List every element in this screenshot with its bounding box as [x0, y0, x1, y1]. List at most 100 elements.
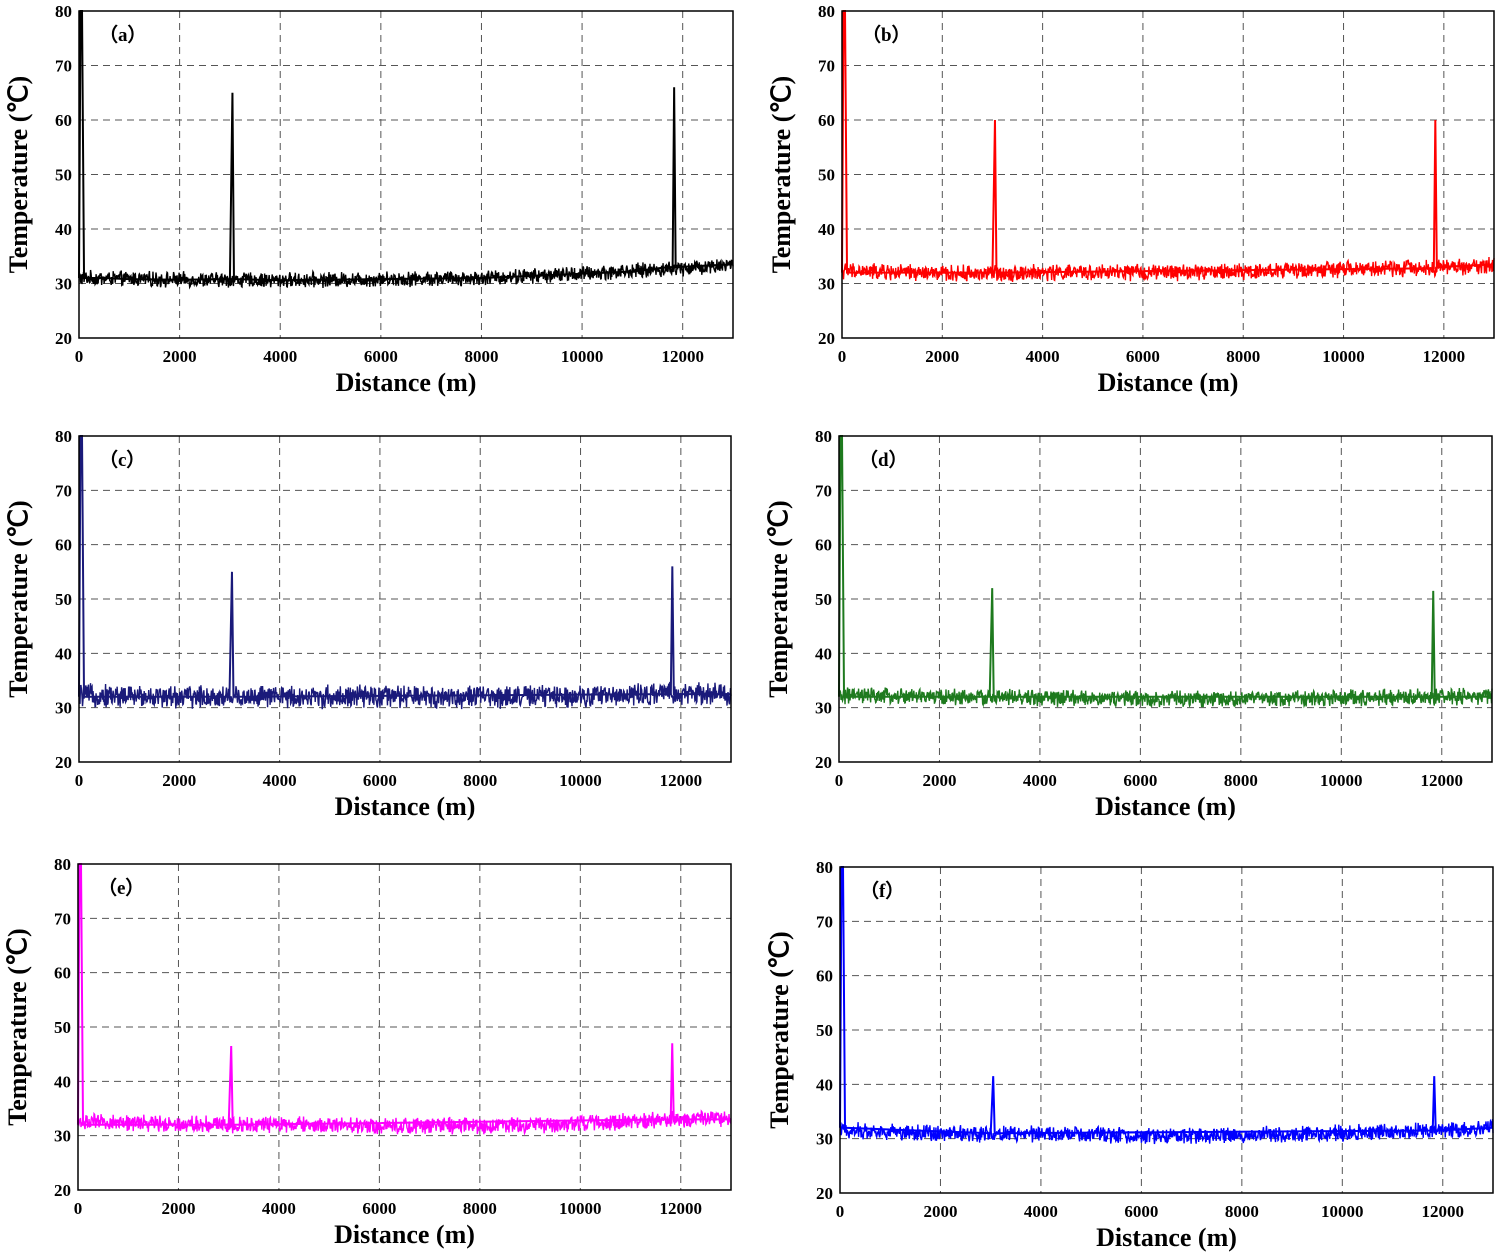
y-tick-label: 70 [818, 57, 835, 76]
y-axis-title: Temperature (℃) [4, 76, 33, 273]
series-noise-line [78, 681, 732, 710]
x-tick-label: 2000 [925, 347, 959, 366]
x-tick-label: 2000 [922, 771, 956, 790]
y-axis-title: Temperature (℃) [3, 928, 32, 1125]
x-tick-label: 6000 [1124, 1202, 1158, 1221]
y-tick-label: 30 [818, 275, 835, 294]
x-tick-label: 8000 [1226, 347, 1260, 366]
series-line [838, 435, 1492, 698]
x-tick-label: 0 [74, 1199, 83, 1218]
x-tick-label: 10000 [559, 771, 602, 790]
y-tick-label: 30 [815, 699, 832, 718]
y-tick-label: 40 [55, 644, 72, 663]
panel-label: （a） [99, 23, 147, 46]
y-tick-label: 80 [818, 2, 835, 21]
x-tick-label: 10000 [559, 1199, 602, 1218]
y-tick-label: 20 [818, 329, 835, 348]
y-tick-label: 50 [55, 166, 72, 185]
x-tick-label: 0 [835, 771, 844, 790]
x-axis-title: Distance (m) [1096, 1223, 1237, 1252]
y-tick-label: 20 [54, 1181, 71, 1200]
y-tick-label: 20 [55, 753, 72, 772]
panel-label: （d） [859, 448, 908, 471]
y-tick-label: 60 [816, 967, 833, 986]
x-tick-label: 6000 [363, 771, 397, 790]
series-line [841, 10, 1495, 274]
x-tick-label: 12000 [660, 771, 703, 790]
plot-frame [78, 435, 732, 763]
x-axis-title: Distance (m) [336, 368, 477, 397]
x-tick-label: 4000 [1024, 1202, 1058, 1221]
y-tick-label: 80 [816, 858, 833, 877]
x-tick-label: 10000 [1320, 771, 1363, 790]
x-tick-label: 4000 [262, 1199, 296, 1218]
x-tick-label: 0 [836, 1202, 845, 1221]
series-line [839, 866, 1494, 1135]
x-axis-title: Distance (m) [1098, 368, 1239, 397]
series-line [78, 435, 731, 698]
y-tick-label: 20 [55, 329, 72, 348]
panel-label: （c） [99, 448, 145, 471]
y-axis-title: Temperature (℃) [767, 76, 796, 273]
panel-label: （e） [98, 876, 144, 899]
x-tick-label: 12000 [1422, 1202, 1465, 1221]
chart-panel-e: 20 30 40 50 60 70 80 0 2000 4000 6000 8000 10000 1200… [3, 855, 732, 1249]
y-tick-label: 40 [815, 644, 832, 663]
y-tick-label: 20 [816, 1184, 833, 1203]
plot-frame [841, 10, 1495, 339]
y-tick-label: 50 [55, 590, 72, 609]
y-tick-label: 40 [816, 1075, 833, 1094]
chart-panel-a: 20 30 40 50 60 70 80 0 2000 4000 6000 8000 10000 1200… [4, 2, 734, 397]
y-tick-label: 80 [815, 427, 832, 446]
y-tick-label: 70 [55, 57, 72, 76]
plot-frame [839, 866, 1494, 1194]
x-axis-title: Distance (m) [335, 792, 476, 821]
y-tick-label: 60 [815, 536, 832, 555]
y-tick-label: 60 [818, 111, 835, 130]
x-tick-label: 2000 [163, 347, 197, 366]
y-tick-label: 50 [815, 590, 832, 609]
x-tick-label: 6000 [362, 1199, 396, 1218]
chart-panel-b: 20 30 40 50 60 70 80 0 2000 4000 6000 8000 10000 1200… [767, 2, 1495, 397]
y-tick-label: 20 [815, 753, 832, 772]
x-axis-title: Distance (m) [1095, 792, 1236, 821]
x-tick-label: 8000 [1224, 771, 1258, 790]
panel-label: （f） [860, 879, 904, 902]
y-tick-label: 70 [55, 481, 72, 500]
x-tick-label: 4000 [1026, 347, 1060, 366]
x-axis-title: Distance (m) [334, 1220, 475, 1249]
x-tick-label: 10000 [1321, 1202, 1364, 1221]
y-tick-label: 30 [55, 699, 72, 718]
y-tick-label: 70 [54, 909, 71, 928]
plot-frame [78, 10, 734, 339]
x-tick-label: 8000 [463, 1199, 497, 1218]
series-noise-line [839, 1118, 1494, 1145]
y-axis-title: Temperature (℃) [4, 500, 33, 697]
x-tick-label: 12000 [660, 1199, 703, 1218]
chart-panel-f: 20 30 40 50 60 70 80 0 2000 4000 6000 8000 10000 1200… [765, 858, 1494, 1252]
x-tick-label: 10000 [1322, 347, 1365, 366]
series-line [78, 10, 734, 282]
y-tick-label: 70 [816, 912, 833, 931]
x-tick-label: 0 [838, 347, 847, 366]
y-tick-label: 40 [55, 220, 72, 239]
x-tick-label: 8000 [463, 771, 497, 790]
x-tick-label: 2000 [161, 1199, 195, 1218]
x-tick-label: 2000 [923, 1202, 957, 1221]
series-noise-line [841, 256, 1495, 283]
y-axis-title: Temperature (℃) [764, 500, 793, 697]
x-tick-label: 0 [75, 347, 84, 366]
y-tick-label: 40 [54, 1072, 71, 1091]
y-tick-label: 30 [55, 275, 72, 294]
y-tick-label: 80 [54, 855, 71, 874]
chart-panel-d: 20 30 40 50 60 70 80 0 2000 4000 6000 8000 10000 1200… [764, 427, 1493, 821]
x-tick-label: 6000 [1126, 347, 1160, 366]
x-tick-label: 6000 [364, 347, 398, 366]
x-tick-label: 12000 [661, 347, 704, 366]
x-tick-label: 2000 [162, 771, 196, 790]
y-tick-label: 30 [816, 1130, 833, 1149]
y-tick-label: 30 [54, 1127, 71, 1146]
y-tick-label: 50 [816, 1021, 833, 1040]
y-tick-label: 60 [55, 111, 72, 130]
